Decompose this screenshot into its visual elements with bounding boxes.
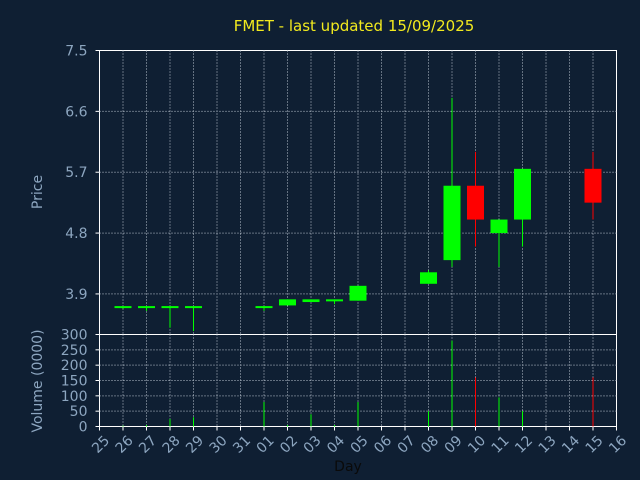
volume-tick-label: 50 (70, 404, 88, 420)
x-tick-label: 31 (230, 433, 254, 457)
x-tick-label: 13 (536, 433, 560, 457)
x-tick-label: 03 (301, 433, 325, 457)
x-tick-label: 08 (418, 433, 442, 457)
candle-body-11 (490, 219, 508, 234)
candle-body-28 (161, 306, 179, 309)
x-tick-label: 12 (512, 433, 536, 457)
candle-body-10 (467, 185, 484, 220)
x-tick-label: 11 (489, 433, 513, 457)
volume-tick-label: 150 (61, 374, 88, 390)
volume-tick-label: 200 (61, 358, 88, 374)
x-tick-label: 02 (277, 433, 301, 457)
x-tick-label: 09 (442, 433, 466, 457)
x-tick-label: 07 (395, 433, 419, 457)
price-tick-label: 3.9 (65, 287, 87, 303)
price-y-ticks: 3.9 4.8 5.7 6.6 7.5 (65, 44, 100, 303)
candle-body-01 (255, 306, 273, 309)
candle-body-29 (185, 306, 202, 309)
x-tick-label: 28 (160, 433, 184, 457)
price-axis-label: Price (30, 175, 46, 209)
candle-body-05 (349, 285, 367, 301)
x-tick-label: 04 (324, 433, 348, 457)
price-tick-label: 6.6 (65, 104, 87, 120)
candle-body-12 (514, 168, 531, 220)
x-tick-label: 25 (89, 433, 113, 457)
candle-body-08 (420, 272, 437, 284)
chart-title: FMET - last updated 15/09/2025 (234, 17, 475, 35)
volume-axis-label: Volume (0000) (30, 329, 46, 432)
candle-body-02 (279, 299, 296, 306)
price-tick-label: 7.5 (65, 44, 87, 60)
x-tick-label: 26 (113, 433, 137, 457)
candle-body-26 (114, 306, 132, 309)
x-tick-label: 06 (371, 433, 395, 457)
x-tick-label: 15 (583, 433, 607, 457)
volume-tick-label: 250 (61, 343, 88, 359)
candle-body-09 (443, 185, 461, 261)
candle-body-03 (302, 299, 320, 303)
volume-tick-label: 100 (61, 389, 88, 405)
candle-body-15 (584, 168, 602, 203)
x-ticks: 25 26 27 28 29 30 31 01 02 03 04 05 06 07 08 09 10 11 12 13… (89, 426, 630, 457)
x-tick-label: 10 (465, 433, 489, 457)
candle-body-04 (326, 299, 343, 302)
volume-tick-label: 0 (79, 420, 88, 436)
price-tick-label: 4.8 (65, 226, 87, 242)
candle-body-27 (138, 306, 155, 309)
x-tick-label: 29 (183, 433, 207, 457)
x-tick-label: 01 (254, 433, 278, 457)
x-tick-label: 05 (348, 433, 372, 457)
volume-tick-label: 300 (61, 328, 88, 344)
x-axis-label: Day (334, 459, 362, 475)
price-tick-label: 5.7 (65, 165, 87, 181)
x-tick-label: 30 (207, 433, 231, 457)
x-tick-label: 14 (559, 433, 583, 457)
x-tick-label: 27 (136, 433, 160, 457)
price-candles (114, 97, 602, 332)
x-tick-label: 16 (606, 433, 630, 457)
volume-bars (122, 340, 594, 427)
